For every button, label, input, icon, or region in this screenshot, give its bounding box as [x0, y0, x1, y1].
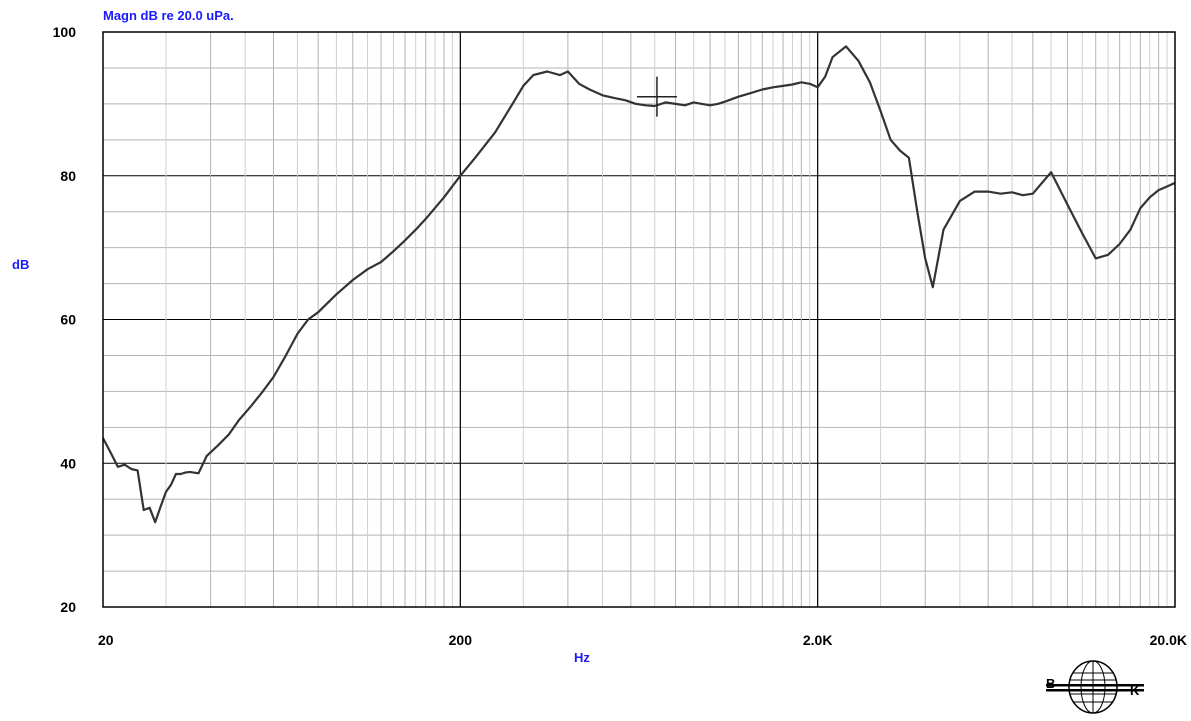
x-tick-label: 2.0K	[803, 632, 833, 648]
x-axis-label: Hz	[574, 650, 590, 665]
chart-title: Magn dB re 20.0 uPa.	[103, 8, 234, 23]
globe-icon	[1046, 660, 1144, 714]
grid-lines	[102, 31, 1176, 608]
bk-logo: B K	[1046, 656, 1146, 716]
y-axis-label: dB	[12, 257, 30, 272]
logo-letter-k: K	[1130, 683, 1140, 698]
y-tick-label: 40	[60, 455, 76, 471]
logo-letter-b: B	[1046, 676, 1056, 691]
tick-labels: 20 40 60 80 100 20 200 2.0K 20.0K	[53, 24, 1187, 648]
series-line	[102, 45, 1176, 524]
x-tick-label: 200	[449, 632, 473, 648]
y-tick-label: 100	[53, 24, 77, 40]
crosshair-cursor	[636, 76, 677, 117]
x-tick-label: 20.0K	[1150, 632, 1187, 648]
y-tick-label: 20	[60, 599, 76, 615]
y-tick-label: 80	[60, 168, 76, 184]
y-tick-label: 60	[60, 312, 76, 328]
x-tick-label: 20	[98, 632, 114, 648]
plot-frame	[102, 31, 1176, 608]
